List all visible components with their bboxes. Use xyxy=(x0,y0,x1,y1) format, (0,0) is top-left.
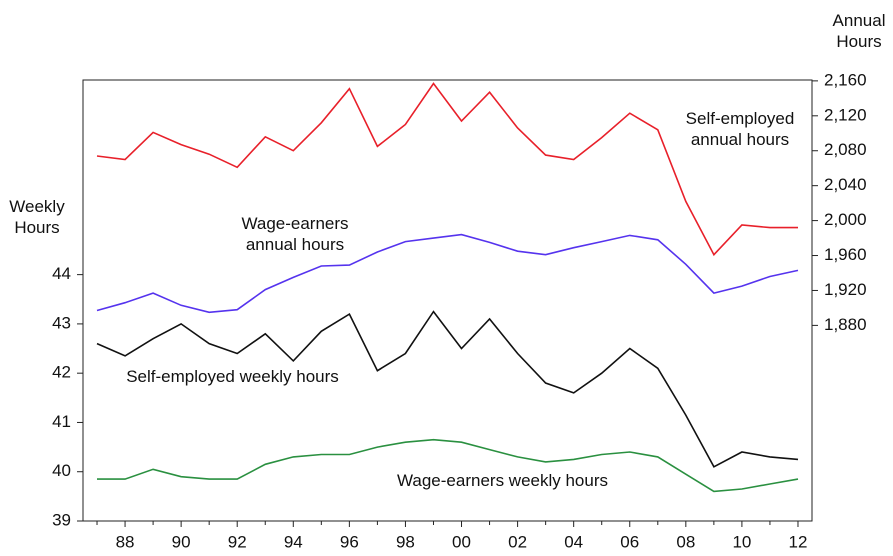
x-tick-label: 92 xyxy=(228,532,247,551)
y2-tick-label: 1,880 xyxy=(824,315,867,334)
x-tick-label: 08 xyxy=(676,532,695,551)
x-tick-label: 06 xyxy=(620,532,639,551)
series-label: Self-employed annual hours xyxy=(685,109,795,149)
y2-tick-label: 2,080 xyxy=(824,140,867,159)
y-tick-label: 42 xyxy=(52,363,71,382)
y2-tick-label: 2,040 xyxy=(824,175,867,194)
y-tick-label: 44 xyxy=(52,264,71,283)
x-tick-label: 02 xyxy=(508,532,527,551)
line-series xyxy=(97,438,799,493)
y2-tick-label: 2,000 xyxy=(824,210,867,229)
line-series xyxy=(96,82,798,257)
y2-tick-label: 1,920 xyxy=(824,280,867,299)
line-series xyxy=(96,310,799,468)
x-tick-label: 10 xyxy=(732,532,751,551)
y-tick-label: 39 xyxy=(52,510,71,529)
y2-tick-label: 2,120 xyxy=(824,105,867,124)
series-label: Wage-earners weekly hours xyxy=(396,471,608,490)
x-tick-label: 90 xyxy=(172,532,191,551)
x-tick-label: 98 xyxy=(396,532,415,551)
x-tick-label: 88 xyxy=(116,532,135,551)
x-tick-label: 94 xyxy=(284,532,303,551)
y-tick-label: 43 xyxy=(52,313,71,332)
y2-tick-label: 2,160 xyxy=(824,70,867,89)
x-tick-label: 12 xyxy=(789,532,808,551)
series-label: Self-employed weekly hours xyxy=(126,367,339,386)
y2-axis-title: Annual Hours xyxy=(832,11,886,51)
y-tick-label: 40 xyxy=(52,461,71,480)
series-label: Wage-earners annual hours xyxy=(241,214,349,254)
plot-frame xyxy=(82,79,813,522)
y-tick-label: 41 xyxy=(52,412,71,431)
y-axis-title: Weekly Hours xyxy=(9,197,65,237)
y2-tick-label: 1,960 xyxy=(824,245,867,264)
x-tick-label: 04 xyxy=(564,532,583,551)
line-series xyxy=(96,233,799,314)
x-tick-label: 00 xyxy=(452,532,471,551)
x-tick-label: 96 xyxy=(340,532,359,551)
